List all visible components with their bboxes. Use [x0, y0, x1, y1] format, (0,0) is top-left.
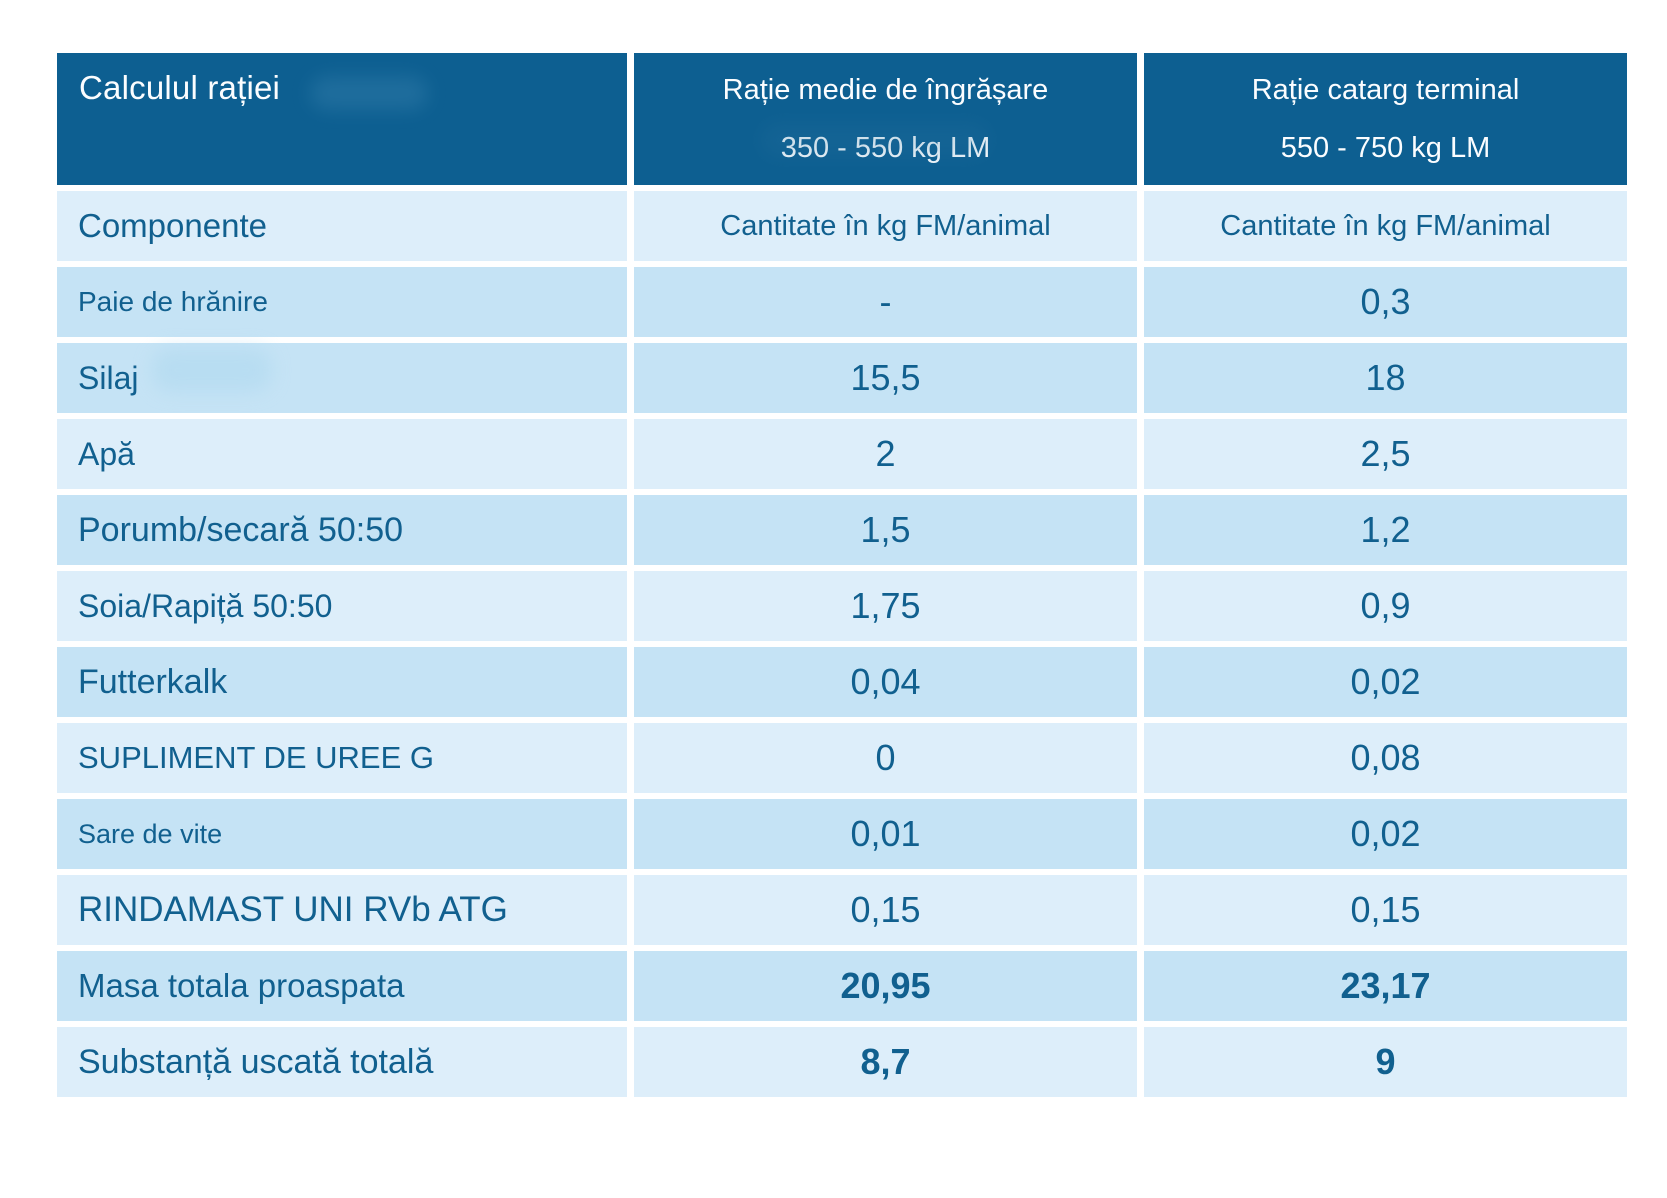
unit-heading: Cantitate în kg FM/animal [1144, 191, 1627, 261]
row-value: 0,02 [1144, 647, 1627, 717]
row-value: 1,5 [634, 495, 1137, 565]
table-title: Calculul rației [57, 53, 627, 185]
row-value: 1,75 [634, 571, 1137, 641]
row-label: Paie de hrănire [57, 267, 627, 337]
column-header-line2: 550 - 750 kg LM [1280, 131, 1491, 164]
row-value: 8,7 [634, 1027, 1137, 1097]
row-value: 0 [634, 723, 1137, 793]
row-value: 20,95 [634, 951, 1137, 1021]
row-value: 0,9 [1144, 571, 1627, 641]
components-heading: Componente [57, 191, 627, 261]
row-label: Silaj [57, 343, 627, 413]
row-value: 2 [634, 419, 1137, 489]
row-label: Apă [57, 419, 627, 489]
row-value: 0,04 [634, 647, 1137, 717]
row-value: 0,3 [1144, 267, 1627, 337]
row-label: Substanță uscată totală [57, 1027, 627, 1097]
row-value: 0,02 [1144, 799, 1627, 869]
row-label: Sare de vite [57, 799, 627, 869]
row-value: 0,15 [634, 875, 1137, 945]
row-value: 18 [1144, 343, 1627, 413]
row-label: SUPLIMENT DE UREE G [57, 723, 627, 793]
row-label: Soia/Rapiță 50:50 [57, 571, 627, 641]
row-label: Porumb/secară 50:50 [57, 495, 627, 565]
column-header-line1: Rație medie de îngrășare [722, 73, 1049, 106]
row-value: 15,5 [634, 343, 1137, 413]
unit-heading: Cantitate în kg FM/animal [634, 191, 1137, 261]
row-value: 2,5 [1144, 419, 1627, 489]
row-value: 0,01 [634, 799, 1137, 869]
row-value: 9 [1144, 1027, 1627, 1097]
row-label: Futterkalk [57, 647, 627, 717]
row-value: - [634, 267, 1137, 337]
column-header-medium-fattening: Rație medie de îngrășare 350 - 550 kg LM [634, 53, 1137, 185]
row-value: 0,08 [1144, 723, 1627, 793]
column-header-line2: 350 - 550 kg LM [780, 131, 991, 164]
column-header-line1: Rație catarg terminal [1251, 73, 1520, 106]
row-value: 0,15 [1144, 875, 1627, 945]
row-value: 1,2 [1144, 495, 1627, 565]
row-value: 23,17 [1144, 951, 1627, 1021]
row-label: RINDAMAST UNI RVb ATG [57, 875, 627, 945]
ration-table: Calculul rației Rație medie de îngrășare… [57, 53, 1627, 1097]
row-label: Masa totala proaspata [57, 951, 627, 1021]
column-header-terminal: Rație catarg terminal 550 - 750 kg LM [1144, 53, 1627, 185]
